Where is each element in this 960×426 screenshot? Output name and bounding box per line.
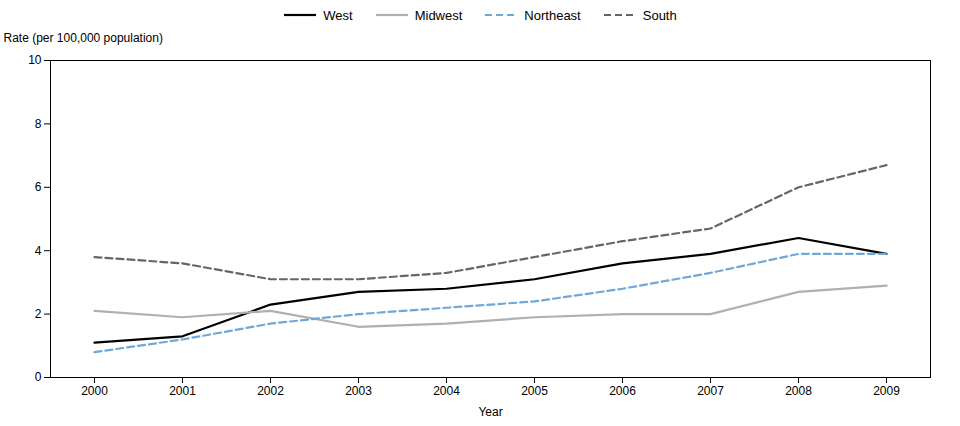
svg-text:2003: 2003 — [345, 384, 372, 398]
html-text:Northeast: Northeast — [524, 7, 581, 23]
svg-text:2009: 2009 — [873, 384, 900, 398]
svg-text:2001: 2001 — [169, 384, 196, 398]
svg-text:6: 6 — [35, 180, 42, 194]
svg-text:2000: 2000 — [81, 384, 108, 398]
svg-text:2004: 2004 — [433, 384, 460, 398]
svg-text:Rate (per 100,000 population): Rate (per 100,000 population) — [4, 31, 163, 45]
svg-text:8: 8 — [35, 117, 42, 131]
svg-text:2006: 2006 — [609, 384, 636, 398]
svg-text:Year: Year — [478, 405, 502, 419]
svg-text:2005: 2005 — [521, 384, 548, 398]
html-text:West: West — [323, 7, 353, 23]
html-text:Midwest: Midwest — [414, 7, 463, 23]
svg-text:4: 4 — [35, 244, 42, 258]
svg-text:2: 2 — [35, 307, 42, 321]
html-text:South: South — [642, 7, 677, 23]
svg-text:10: 10 — [28, 53, 42, 67]
svg-text:2007: 2007 — [697, 384, 724, 398]
svg-text:0: 0 — [35, 370, 42, 384]
svg-text:2008: 2008 — [785, 384, 812, 398]
svg-text:2002: 2002 — [257, 384, 284, 398]
